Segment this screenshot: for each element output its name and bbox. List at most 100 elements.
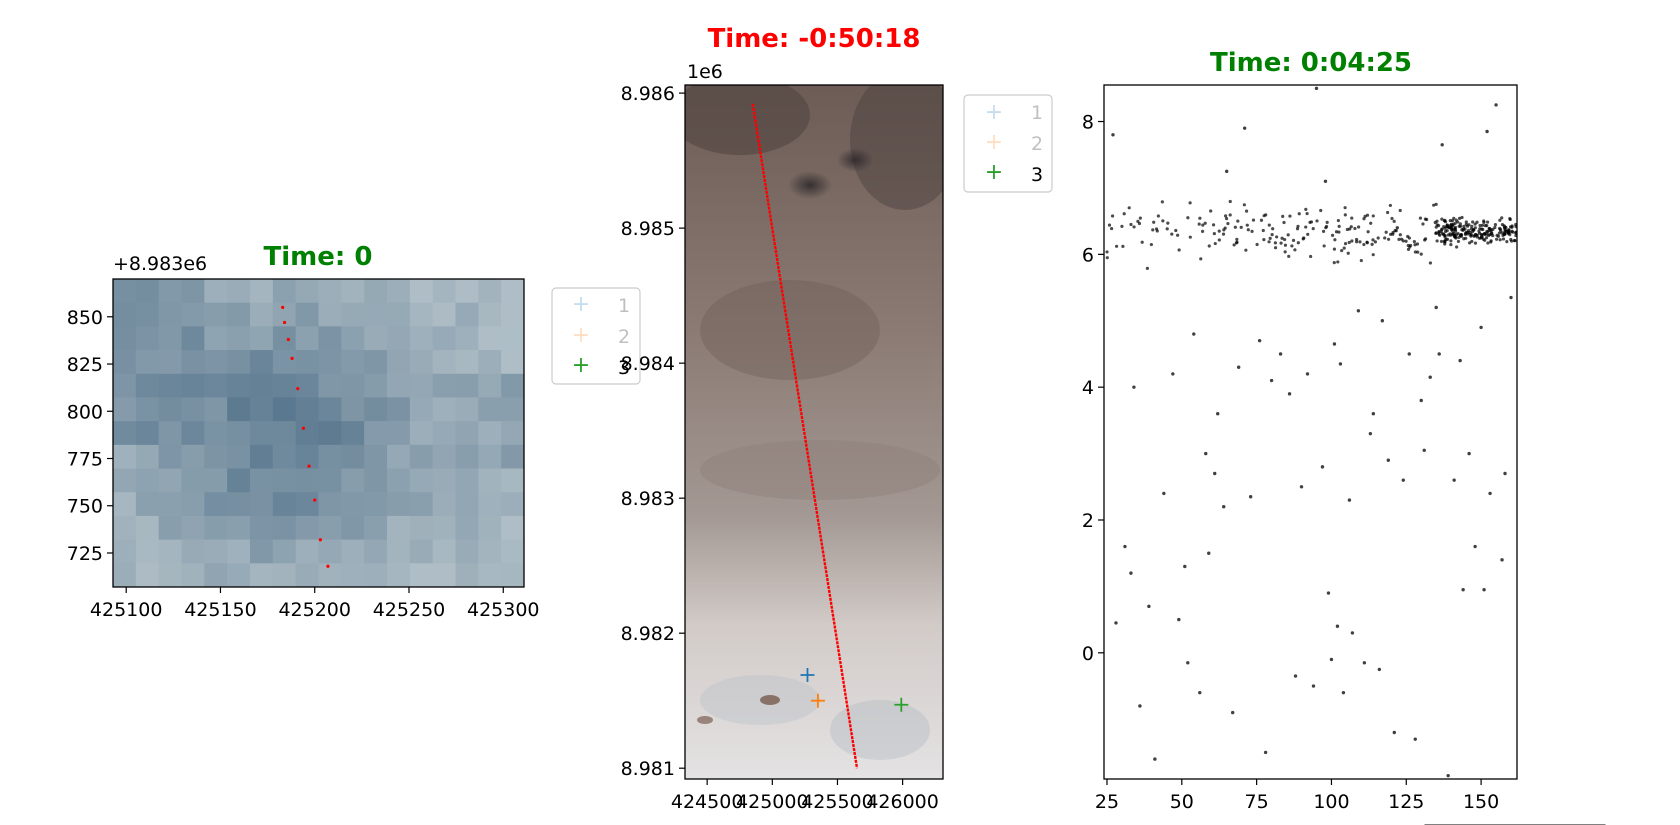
band-point [1371, 214, 1375, 218]
band-point [1156, 214, 1160, 218]
image-pixel [135, 492, 160, 517]
panel-3-title: Time: 0:04:25 [1210, 48, 1412, 78]
band-point [1250, 229, 1254, 234]
image-pixel [409, 302, 434, 327]
image-pixel [501, 563, 524, 587]
legend-1: + 1 + 2 + 3 [551, 287, 641, 385]
image-pixel [113, 492, 137, 517]
band-point [1412, 239, 1416, 244]
legend-2-label-1: 1 [1031, 102, 1043, 124]
band-point [1244, 209, 1249, 213]
image-pixel [455, 350, 479, 375]
image-pixel [227, 539, 251, 564]
band-point [1392, 219, 1396, 224]
image-pixel [204, 563, 228, 587]
image-pixel [478, 468, 502, 493]
image-pixel [295, 279, 320, 304]
legend-2-label-3: 3 [1031, 164, 1043, 186]
scatter-point [1263, 750, 1268, 755]
panel-1-offset-text: +8.983e6 [113, 253, 207, 275]
image-pixel [341, 444, 365, 470]
band-point [1508, 233, 1512, 237]
plus-marker-icon: + [572, 323, 590, 348]
band-point [1434, 202, 1438, 206]
band-point [1224, 217, 1229, 221]
panel-3-x-tick-label: 50 [1170, 791, 1194, 813]
image-pixel [158, 326, 183, 351]
image-pixel [135, 279, 160, 304]
panel-3-dense-band [1105, 199, 1518, 270]
image-pixel [364, 563, 388, 587]
band-point [1390, 216, 1394, 221]
band-point [1391, 230, 1395, 235]
band-point [1432, 203, 1436, 207]
scatter-point [1207, 551, 1211, 555]
scatter-point [1129, 571, 1133, 575]
band-point [1456, 239, 1461, 244]
panel-2-x-tick-label: 425500 [801, 791, 874, 813]
image-pixel [432, 279, 457, 304]
image-pixel [341, 397, 365, 422]
band-point [1221, 232, 1226, 236]
band-point [1305, 211, 1309, 216]
panel-3-y-tick-label: 2 [1082, 510, 1094, 532]
scatter-point [1350, 631, 1355, 635]
image-pixel [113, 279, 137, 304]
image-pixel [318, 279, 342, 304]
band-point [1459, 224, 1463, 228]
scatter-point [1380, 319, 1385, 323]
band-point [1267, 223, 1271, 227]
band-point [1151, 228, 1155, 232]
band-point [1359, 258, 1363, 263]
band-point [1336, 218, 1340, 223]
image-pixel [318, 468, 342, 493]
band-point [1140, 240, 1144, 244]
panel-3-x-tick-label: 75 [1245, 791, 1269, 813]
image-pixel [158, 397, 183, 422]
image-pixel [227, 279, 251, 304]
band-point [1436, 223, 1441, 228]
scatter-point [1488, 491, 1492, 496]
band-point [1386, 237, 1391, 241]
panel-2-frame [684, 84, 944, 780]
band-point [1486, 241, 1490, 245]
panel-2-x-tick-label: 424500 [671, 791, 744, 813]
scatter-point [1114, 621, 1118, 625]
panel-3-y-ticks: 8 6 4 2 0 [1082, 112, 1104, 665]
image-pixel [135, 373, 160, 399]
band-point [1362, 242, 1366, 247]
image-pixel [272, 539, 297, 564]
image-pixel [409, 444, 434, 470]
band-point [1497, 226, 1502, 231]
panel-2-markers [800, 668, 909, 712]
band-point [1149, 242, 1153, 247]
band-point [1337, 224, 1341, 228]
band-point [1500, 216, 1504, 220]
panel-1-x-ticks: 425100 425150 425200 425250 425300 [90, 587, 540, 621]
scatter-point [1503, 471, 1507, 476]
image-pixel [455, 444, 479, 470]
image-pixel [455, 515, 479, 541]
band-point [1442, 219, 1446, 223]
band-point [1434, 231, 1438, 235]
scatter-point [1452, 478, 1456, 482]
band-point [1418, 216, 1423, 220]
band-point [1122, 212, 1126, 216]
band-point [1228, 199, 1232, 204]
image-pixel [341, 326, 365, 351]
image-pixel [455, 373, 479, 399]
image-pixel [158, 373, 183, 399]
scatter-point [1461, 588, 1465, 592]
legend-2-label-2: 2 [1031, 133, 1043, 155]
band-point [1105, 256, 1109, 260]
scatter-point [1338, 362, 1343, 366]
band-point [1357, 225, 1361, 229]
image-pixel [432, 563, 457, 587]
image-pixel [501, 421, 524, 446]
band-point [1456, 231, 1460, 236]
panel-2-y-tick-label: 8.982 [621, 623, 675, 645]
band-point [1273, 246, 1278, 250]
band-point [1354, 237, 1359, 242]
band-point [1270, 232, 1274, 237]
